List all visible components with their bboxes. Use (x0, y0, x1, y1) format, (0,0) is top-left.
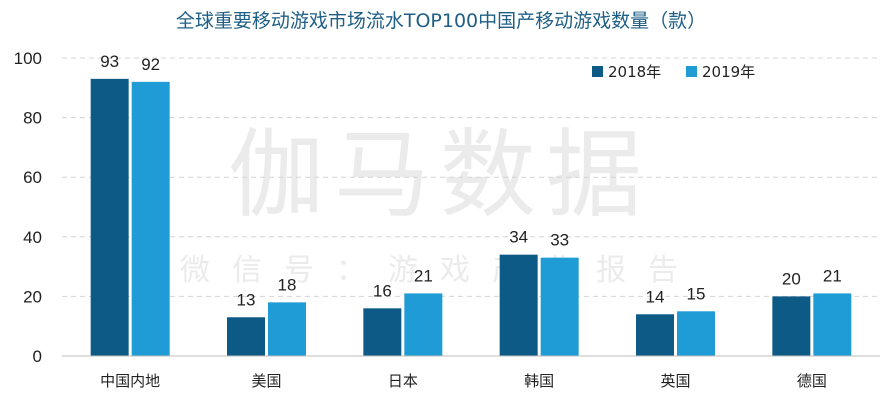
y-tick-label: 80 (23, 109, 42, 128)
data-label: 20 (782, 269, 801, 288)
bar-2018年-美国 (227, 317, 265, 356)
bar-2019年-韩国 (540, 257, 579, 356)
x-category-label: 德国 (797, 372, 827, 390)
legend-label: 2019年 (702, 63, 755, 81)
x-category-label: 美国 (251, 372, 281, 390)
bar-2019年-英国 (677, 311, 715, 356)
data-label: 13 (237, 290, 256, 309)
legend-swatch (592, 66, 603, 77)
y-tick-label: 60 (23, 168, 42, 187)
watermark-subtitle: 微信号：游戏产业报告 (180, 253, 700, 288)
bar-2019年-德国 (813, 293, 852, 356)
data-label: 18 (278, 275, 297, 294)
bar-2019年-日本 (404, 293, 443, 356)
y-tick-label: 100 (14, 49, 42, 68)
data-label: 33 (550, 231, 569, 250)
data-label: 16 (373, 281, 392, 300)
bar-2018年-韩国 (499, 254, 538, 356)
x-category-label: 日本 (388, 372, 418, 390)
legend: 2018年 2019年 (592, 63, 755, 81)
legend-label: 2018年 (608, 63, 661, 81)
data-label: 14 (646, 287, 665, 306)
bar-2019年-美国 (268, 302, 306, 356)
x-category-label: 韩国 (524, 372, 554, 390)
x-axis: 中国内地 美国 日本 韩国 英国 德国 (62, 355, 880, 390)
chart-title: 全球重要移动游戏市场流水TOP100中国产移动游戏数量（款） (176, 10, 706, 32)
y-tick-label: 0 (33, 347, 42, 366)
x-category-label: 英国 (660, 372, 690, 390)
y-tick-label: 20 (23, 287, 42, 306)
data-label: 93 (100, 52, 119, 71)
legend-swatch (686, 66, 697, 77)
bars (90, 78, 852, 357)
data-label: 21 (414, 266, 433, 285)
y-tick-label: 40 (23, 228, 42, 247)
data-label: 34 (509, 228, 528, 247)
data-label: 21 (823, 266, 842, 285)
x-category-label: 中国内地 (100, 372, 160, 390)
watermark: 伽马数据 微信号：游戏产业报告 (180, 119, 700, 288)
bar-2019年-中国内地 (131, 81, 170, 356)
data-label: 15 (687, 284, 706, 303)
bar-2018年-日本 (363, 308, 402, 356)
watermark-brand: 伽马数据 (228, 119, 652, 231)
data-label: 92 (141, 55, 160, 74)
y-axis: 0 20 40 60 80 100 (14, 49, 42, 366)
data-labels: 93 92 13 18 16 21 34 33 14 15 20 21 (100, 52, 842, 309)
bar-2018年-德国 (772, 296, 811, 356)
bar-2018年-英国 (636, 314, 674, 356)
bar-2018年-中国内地 (90, 78, 129, 357)
gridlines (62, 57, 880, 297)
